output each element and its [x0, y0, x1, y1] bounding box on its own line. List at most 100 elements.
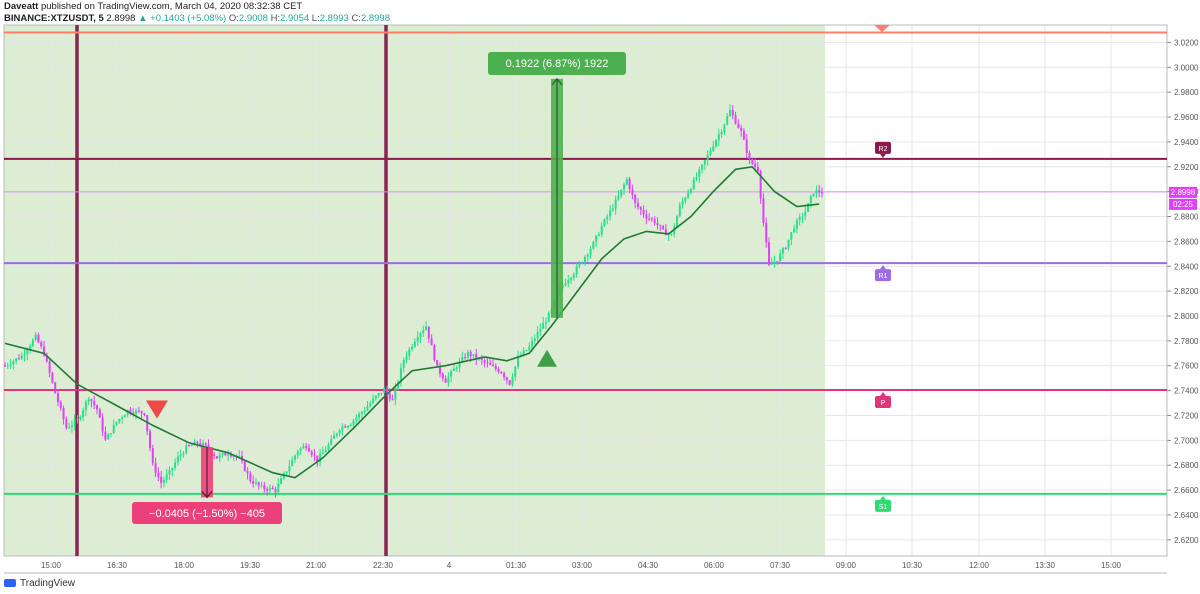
candle-body: [472, 354, 475, 357]
candle-body: [664, 229, 667, 236]
open-label: O:: [228, 13, 239, 24]
candle-body: [425, 326, 428, 331]
candle-body: [606, 216, 609, 220]
candle-body: [511, 376, 514, 385]
candle-body: [636, 203, 639, 208]
candle-body: [26, 350, 29, 355]
y-tick-label: 2.9400: [1174, 138, 1199, 147]
candle-body: [160, 476, 163, 483]
candle-body: [486, 362, 489, 364]
candle-body: [140, 411, 143, 414]
pivot-badge-r2: [875, 141, 891, 154]
candle-body: [787, 239, 790, 249]
candle-body: [73, 419, 76, 426]
candle-body: [701, 164, 704, 170]
pivot-badge-pointer-icon: [880, 495, 886, 500]
candle-body: [706, 154, 709, 161]
candle-body: [430, 338, 433, 346]
candle-body: [346, 425, 349, 428]
candle-body: [224, 453, 227, 456]
candle-body: [623, 184, 626, 190]
x-tick-label: 4: [447, 561, 452, 570]
pivot-badge-r1: [875, 269, 891, 282]
candle-body: [809, 196, 812, 204]
candle-body: [441, 373, 444, 379]
pivot-badge-p: [875, 395, 891, 408]
candle-body: [162, 479, 165, 483]
candle-body: [525, 349, 528, 351]
candle-body: [614, 199, 617, 209]
arrow-up-icon: [551, 77, 563, 86]
y-tick-label: 2.7800: [1174, 337, 1199, 346]
session-background: [4, 25, 825, 556]
candle-body: [670, 233, 673, 235]
candle-body: [542, 323, 545, 329]
candle-body: [656, 223, 659, 225]
candle-body: [447, 376, 450, 383]
candle-body: [43, 346, 46, 356]
candle-body: [570, 277, 573, 281]
arrow-down-icon: [201, 491, 213, 499]
x-tick-label: 18:00: [174, 561, 195, 570]
candle-body: [93, 401, 96, 406]
candle-body: [731, 110, 734, 116]
candle-body: [179, 454, 182, 457]
candle-body: [776, 260, 779, 262]
candle-body: [277, 483, 280, 492]
candle-body: [48, 361, 51, 373]
candle-body: [754, 163, 757, 167]
candle-body: [121, 417, 124, 419]
y-tick-label: 3.0200: [1174, 38, 1199, 47]
measure-down-label-box: [132, 502, 282, 524]
candle-body: [592, 242, 595, 249]
candle-body: [104, 431, 107, 440]
measure-down-label: −0.0405 (−1.50%) −405: [149, 508, 265, 520]
candle-body: [31, 340, 34, 347]
candle-body: [40, 342, 43, 347]
candle-body: [762, 198, 765, 223]
published-text: published on TradingView.com, March 04, …: [40, 1, 303, 12]
candle-body: [360, 412, 363, 414]
candle-body: [497, 368, 500, 373]
candle-body: [296, 451, 299, 456]
tradingview-logo[interactable]: TradingView: [4, 578, 75, 589]
candle-body: [745, 139, 748, 153]
candle-body: [112, 424, 115, 434]
candle-body: [639, 207, 642, 210]
candle-body: [768, 242, 771, 265]
candle-body: [491, 364, 494, 366]
candle-body: [394, 387, 397, 400]
x-tick-label: 22:30: [373, 561, 394, 570]
candle-body: [804, 211, 807, 217]
candle-body: [399, 367, 402, 382]
candle-body: [369, 403, 372, 407]
candle-body: [310, 451, 313, 455]
candle-body: [20, 355, 23, 359]
measure-up-label: 0.1922 (6.87%) 1922: [506, 58, 609, 70]
close-value: 2.8998: [360, 13, 390, 24]
y-tick-label: 2.7600: [1174, 362, 1199, 371]
x-tick-label: 21:00: [306, 561, 327, 570]
candle-body: [380, 392, 383, 394]
candle-body: [79, 416, 82, 420]
candle-body: [176, 456, 179, 463]
y-tick-label: 2.7400: [1174, 387, 1199, 396]
candle-body: [712, 146, 715, 151]
candle-body: [307, 447, 310, 452]
candle-body: [324, 450, 327, 453]
candle-body: [182, 453, 185, 455]
candle-body: [790, 232, 793, 240]
y-tick-label: 2.7000: [1174, 436, 1199, 445]
x-tick-label: 19:30: [240, 561, 261, 570]
x-tick-label: 06:00: [704, 561, 725, 570]
candle-body: [748, 152, 751, 159]
countdown-badge-label: 02:25: [1173, 200, 1194, 209]
candle-body: [483, 360, 486, 363]
candle-body: [578, 263, 581, 267]
candle-body: [413, 341, 416, 347]
candle-body: [625, 178, 628, 185]
candle-body: [408, 349, 411, 357]
candle-body: [45, 355, 48, 362]
candle-body: [681, 201, 684, 206]
